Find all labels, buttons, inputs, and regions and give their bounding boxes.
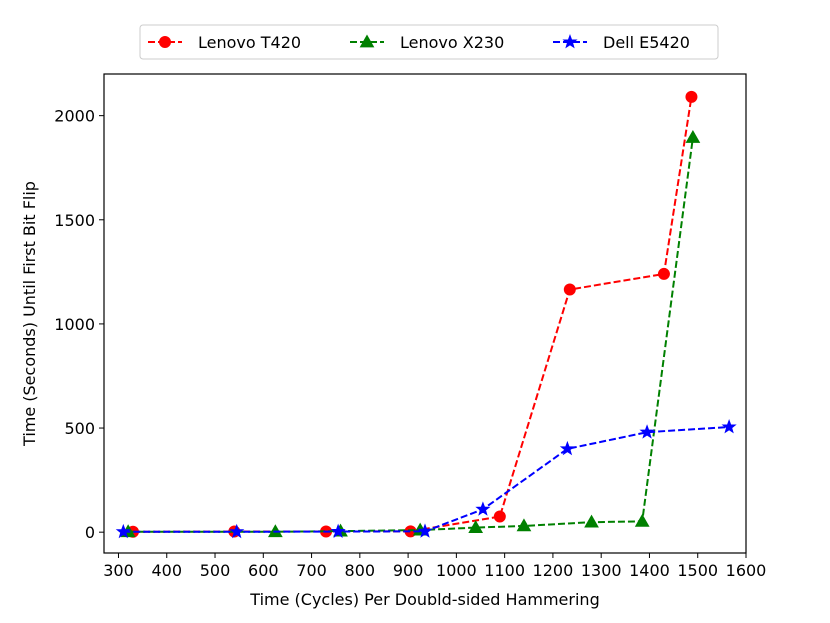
data-point (685, 130, 701, 143)
data-point (516, 518, 532, 532)
data-point (584, 514, 599, 528)
x-tick-label: 1200 (533, 561, 574, 580)
legend-marker (159, 36, 171, 48)
legend-entry: Dell E5420 (553, 33, 690, 52)
x-tick-label: 300 (103, 561, 134, 580)
series-line (123, 426, 730, 533)
x-tick-label: 1600 (726, 561, 767, 580)
data-point (475, 501, 491, 516)
y-tick-label: 1000 (54, 315, 95, 334)
x-tick-label: 1500 (677, 561, 718, 580)
y-tick-label: 500 (64, 419, 95, 438)
x-tick-label: 1300 (581, 561, 622, 580)
y-axis-label: Time (Seconds) Until First Bit Flip (20, 181, 39, 447)
legend-label: Dell E5420 (603, 33, 690, 52)
x-tick-label: 700 (296, 561, 327, 580)
data-point (657, 267, 670, 280)
data-point (330, 523, 346, 538)
x-tick-label: 1000 (436, 561, 477, 580)
legend-marker (359, 34, 375, 48)
data-point (229, 523, 245, 539)
x-tick-label: 1100 (484, 561, 525, 580)
data-point (639, 424, 655, 439)
legend-label: Lenovo T420 (198, 33, 301, 52)
data-point (417, 523, 433, 538)
x-tick-label: 600 (248, 561, 279, 580)
x-tick-label: 400 (151, 561, 182, 580)
legend: Lenovo T420 Lenovo X230 Dell E5420 (139, 24, 719, 60)
x-axis-label: Time (Cycles) Per Doubld-sided Hammering (249, 590, 599, 609)
legend-label: Lenovo X230 (400, 33, 504, 52)
data-point (721, 419, 737, 434)
legend-marker (562, 34, 578, 49)
x-tick-label: 800 (345, 561, 376, 580)
plot-area (103, 73, 747, 554)
series-lenovo-x230 (120, 130, 701, 538)
data-point (634, 513, 650, 527)
x-tick-label: 1400 (629, 561, 670, 580)
series-line (128, 137, 694, 533)
y-axis-ticks: 0 500 1000 1500 2000 (54, 107, 104, 542)
x-axis-ticks: 300 400 500 600 700 800 900 1000 1100 1200 1300 140… (103, 553, 766, 580)
x-tick-label: 500 (200, 561, 231, 580)
legend-entry: Lenovo X230 (350, 33, 504, 52)
data-point (493, 510, 506, 523)
plot-frame (103, 73, 747, 554)
y-tick-label: 2000 (54, 107, 95, 126)
series-dell-e5420 (115, 419, 737, 539)
data-point (563, 283, 576, 296)
legend-box (139, 24, 719, 60)
data-point (115, 523, 131, 539)
x-tick-label: 900 (393, 561, 424, 580)
series-line (132, 96, 693, 533)
data-point (685, 90, 698, 103)
series-lenovo-t420 (126, 90, 698, 538)
y-tick-label: 1500 (54, 211, 95, 230)
data-point (468, 520, 484, 533)
legend-entry: Lenovo T420 (148, 33, 301, 52)
data-point (559, 440, 575, 456)
y-tick-label: 0 (85, 523, 95, 542)
